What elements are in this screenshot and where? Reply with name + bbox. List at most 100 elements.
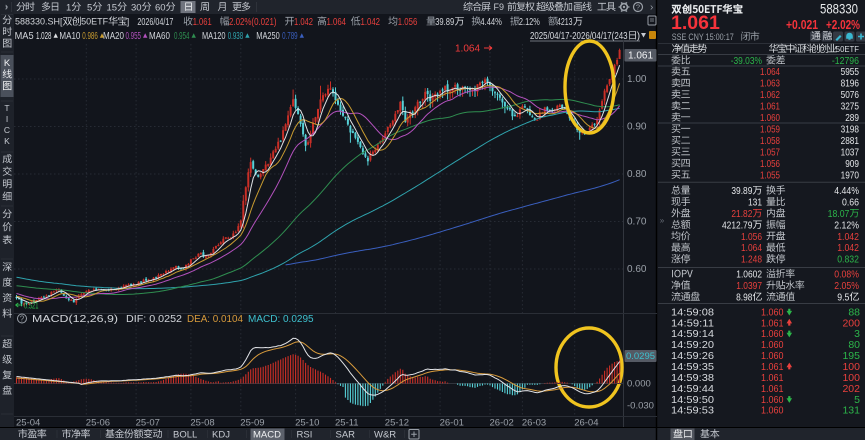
svg-text:80: 80 xyxy=(848,339,860,351)
svg-text:14:59:50: 14:59:50 xyxy=(671,394,714,406)
svg-text:-0.030: -0.030 xyxy=(627,401,654,412)
svg-text:202: 202 xyxy=(842,383,860,395)
svg-text:4212.79: 4212.79 xyxy=(722,219,753,231)
svg-text:BOLL: BOLL xyxy=(173,429,197,440)
svg-text:DIF: 0.0252: DIF: 0.0252 xyxy=(126,314,182,325)
svg-text:909: 909 xyxy=(845,158,859,170)
svg-text:0.80: 0.80 xyxy=(627,169,647,180)
svg-text:3: 3 xyxy=(854,328,860,340)
svg-text:14:59:20: 14:59:20 xyxy=(671,339,714,351)
svg-text:14:59:53: 14:59:53 xyxy=(671,405,714,417)
svg-text:2.05%: 2.05% xyxy=(834,280,859,292)
svg-text:50ETF: 50ETF xyxy=(81,17,109,27)
svg-text:0.954: 0.954 xyxy=(174,31,190,42)
svg-text:5955: 5955 xyxy=(841,66,860,78)
svg-text:1.057: 1.057 xyxy=(760,146,780,158)
svg-text:1.042: 1.042 xyxy=(294,17,313,28)
svg-text:-12796: -12796 xyxy=(832,55,859,67)
svg-text:KDJ: KDJ xyxy=(212,429,230,440)
svg-text:2.12%: 2.12% xyxy=(834,219,859,231)
svg-text:1.028: 1.028 xyxy=(36,31,52,42)
svg-text:0.789: 0.789 xyxy=(282,31,298,42)
svg-text:MA60: MA60 xyxy=(149,31,170,42)
svg-text:1: 1 xyxy=(66,2,71,13)
svg-text:5076: 5076 xyxy=(841,89,860,101)
svg-text:25-09: 25-09 xyxy=(240,417,264,428)
svg-text:5: 5 xyxy=(854,394,860,406)
svg-text:1.00: 1.00 xyxy=(627,74,647,85)
svg-text:131: 131 xyxy=(748,196,762,208)
svg-text:0.832: 0.832 xyxy=(837,254,859,266)
svg-text:K: K xyxy=(4,58,11,69)
svg-text:14:59:11: 14:59:11 xyxy=(671,317,714,329)
svg-text:18.07: 18.07 xyxy=(828,208,850,220)
svg-text:0.521: 0.521 xyxy=(24,300,39,311)
svg-text:1.061: 1.061 xyxy=(628,50,653,61)
svg-text:1.056: 1.056 xyxy=(741,231,762,243)
svg-text:W&R: W&R xyxy=(374,429,396,440)
svg-text:26-03: 26-03 xyxy=(522,417,546,428)
svg-text:F9: F9 xyxy=(494,2,505,12)
svg-text:0.986: 0.986 xyxy=(82,31,98,42)
svg-text:200: 200 xyxy=(842,317,860,329)
svg-text:131: 131 xyxy=(842,405,860,417)
svg-text:C: C xyxy=(4,125,10,135)
svg-text:14:59:26: 14:59:26 xyxy=(671,350,714,362)
svg-text:2881: 2881 xyxy=(841,135,860,147)
svg-text:1.064: 1.064 xyxy=(760,66,780,78)
svg-text:26-01: 26-01 xyxy=(440,417,464,428)
svg-text:SSE CNY 15:00:17: SSE CNY 15:00:17 xyxy=(672,32,734,43)
svg-text:14:59:08: 14:59:08 xyxy=(671,306,714,318)
svg-text:195: 195 xyxy=(842,350,860,362)
svg-text:1.060: 1.060 xyxy=(761,339,784,351)
svg-text:1.064: 1.064 xyxy=(455,44,480,55)
svg-text:MA10: MA10 xyxy=(59,31,80,42)
svg-text:50ETF: 50ETF xyxy=(836,44,859,54)
svg-text:4.44%: 4.44% xyxy=(480,17,502,28)
svg-text:1.061: 1.061 xyxy=(761,383,784,395)
svg-text:25-11: 25-11 xyxy=(335,417,359,428)
svg-text:25-10: 25-10 xyxy=(295,417,319,428)
svg-text:0.955: 0.955 xyxy=(126,31,142,42)
svg-text:1.059: 1.059 xyxy=(760,124,780,136)
svg-text:5: 5 xyxy=(87,2,92,13)
svg-text:0.60: 0.60 xyxy=(627,264,647,275)
svg-text:1.060: 1.060 xyxy=(761,306,784,318)
svg-text:26-02: 26-02 xyxy=(490,417,514,428)
svg-text:100: 100 xyxy=(842,372,860,384)
svg-text:MA120: MA120 xyxy=(202,31,226,42)
svg-text:21.82: 21.82 xyxy=(731,208,752,220)
svg-text:88: 88 xyxy=(848,306,860,318)
svg-text:MA5: MA5 xyxy=(15,31,34,42)
svg-text:25-04: 25-04 xyxy=(16,417,40,428)
svg-text:4213: 4213 xyxy=(557,17,573,28)
svg-text:0.90: 0.90 xyxy=(627,122,647,133)
svg-text:2026/04/17: 2026/04/17 xyxy=(137,17,173,28)
svg-text:1.062: 1.062 xyxy=(760,89,780,101)
svg-text:39.89: 39.89 xyxy=(731,185,752,197)
svg-text:3198: 3198 xyxy=(841,124,860,136)
svg-text:MACD: MACD xyxy=(253,429,281,440)
svg-text:MACD: 0.0295: MACD: 0.0295 xyxy=(248,314,314,325)
svg-text:25-12: 25-12 xyxy=(385,417,409,428)
svg-text:26-04: 26-04 xyxy=(574,417,598,428)
svg-text:-39.03%: -39.03% xyxy=(731,55,762,67)
svg-text:T: T xyxy=(4,103,9,113)
svg-text:1.042: 1.042 xyxy=(361,17,381,28)
svg-text:1.042: 1.042 xyxy=(837,231,859,243)
svg-text:›: › xyxy=(5,2,8,12)
svg-text:0.70: 0.70 xyxy=(627,217,647,228)
svg-text:14:59:14: 14:59:14 xyxy=(671,328,714,340)
svg-text:1.061: 1.061 xyxy=(761,317,784,329)
svg-text:1.042: 1.042 xyxy=(837,242,859,254)
svg-text:25-07: 25-07 xyxy=(136,417,160,428)
svg-text:]: ] xyxy=(127,17,130,27)
svg-text:SAR: SAR xyxy=(336,429,356,440)
svg-text:+2.02%: +2.02% xyxy=(826,18,860,32)
svg-text:K: K xyxy=(4,136,10,146)
svg-text:RSI: RSI xyxy=(297,429,313,440)
svg-text:588330.SH[: 588330.SH[ xyxy=(15,17,63,27)
svg-text:0.938: 0.938 xyxy=(228,31,244,42)
svg-text:30: 30 xyxy=(131,2,142,13)
svg-text:1.060: 1.060 xyxy=(760,112,780,124)
